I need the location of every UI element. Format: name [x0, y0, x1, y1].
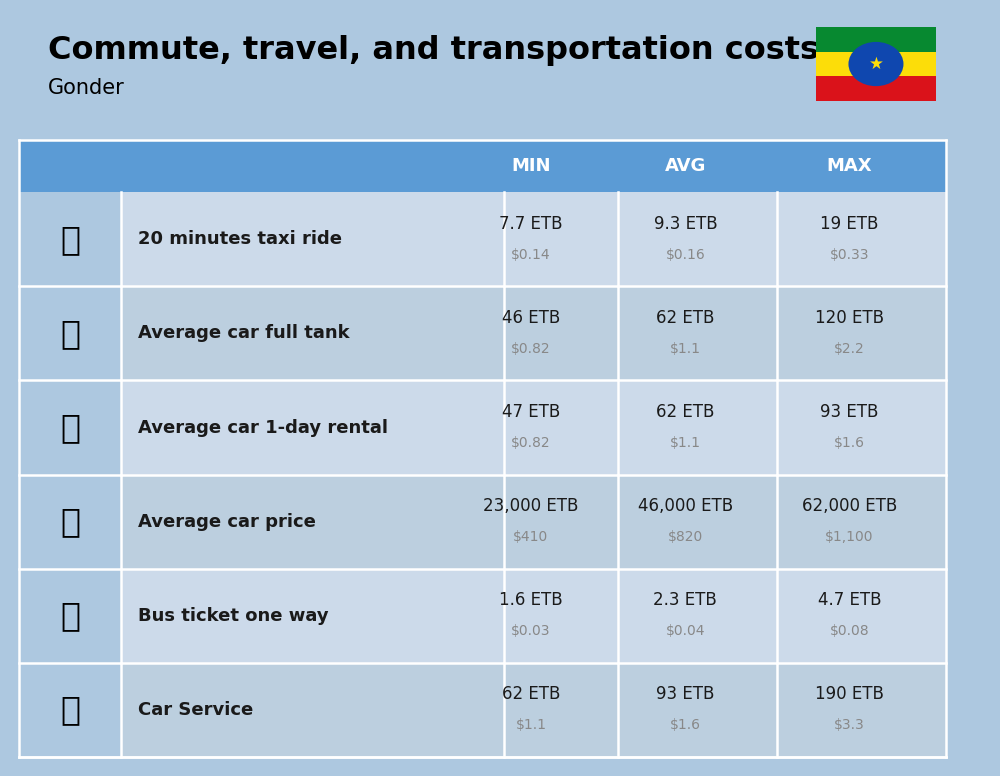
Text: 62 ETB: 62 ETB — [656, 309, 715, 327]
FancyBboxPatch shape — [19, 569, 121, 663]
FancyBboxPatch shape — [19, 663, 121, 757]
Text: MIN: MIN — [511, 157, 551, 175]
Text: Average car full tank: Average car full tank — [138, 324, 350, 342]
Text: $2.2: $2.2 — [834, 342, 865, 356]
FancyBboxPatch shape — [816, 76, 936, 101]
Text: $0.08: $0.08 — [830, 624, 869, 638]
Text: 4.7 ETB: 4.7 ETB — [818, 591, 881, 609]
Text: Bus ticket one way: Bus ticket one way — [138, 607, 329, 625]
Text: $410: $410 — [513, 530, 549, 544]
FancyBboxPatch shape — [19, 192, 121, 286]
Text: 9.3 ETB: 9.3 ETB — [654, 215, 717, 233]
Text: 62 ETB: 62 ETB — [656, 403, 715, 421]
Circle shape — [848, 42, 903, 86]
Text: ★: ★ — [869, 55, 883, 73]
Text: $820: $820 — [668, 530, 703, 544]
Text: Car Service: Car Service — [138, 701, 253, 719]
Text: 47 ETB: 47 ETB — [502, 403, 560, 421]
Text: 46 ETB: 46 ETB — [502, 309, 560, 327]
FancyBboxPatch shape — [816, 52, 936, 76]
Text: 7.7 ETB: 7.7 ETB — [499, 215, 563, 233]
Text: 🚗: 🚗 — [60, 505, 80, 538]
Text: 93 ETB: 93 ETB — [820, 403, 879, 421]
Text: 🚌: 🚌 — [60, 599, 80, 632]
Text: Commute, travel, and transportation costs: Commute, travel, and transportation cost… — [48, 35, 819, 66]
Text: AVG: AVG — [665, 157, 706, 175]
Text: $1.1: $1.1 — [670, 436, 701, 450]
Text: 190 ETB: 190 ETB — [815, 685, 884, 703]
Text: $0.16: $0.16 — [665, 248, 705, 262]
FancyBboxPatch shape — [121, 380, 946, 474]
Text: Gonder: Gonder — [48, 78, 125, 98]
Text: $0.03: $0.03 — [511, 624, 551, 638]
Text: $1,100: $1,100 — [825, 530, 874, 544]
Text: $1.1: $1.1 — [670, 342, 701, 356]
Text: 20 minutes taxi ride: 20 minutes taxi ride — [138, 230, 342, 248]
FancyBboxPatch shape — [816, 27, 936, 52]
FancyBboxPatch shape — [121, 474, 946, 569]
FancyBboxPatch shape — [121, 192, 946, 286]
Text: 🚕: 🚕 — [60, 223, 80, 256]
Text: Average car price: Average car price — [138, 512, 316, 531]
Text: $0.33: $0.33 — [830, 248, 869, 262]
Text: MAX: MAX — [827, 157, 872, 175]
Text: 46,000 ETB: 46,000 ETB — [638, 497, 733, 515]
FancyBboxPatch shape — [19, 140, 946, 192]
Text: $0.14: $0.14 — [511, 248, 551, 262]
Text: 62,000 ETB: 62,000 ETB — [802, 497, 897, 515]
FancyBboxPatch shape — [121, 663, 946, 757]
FancyBboxPatch shape — [121, 569, 946, 663]
FancyBboxPatch shape — [19, 286, 121, 380]
Text: 2.3 ETB: 2.3 ETB — [653, 591, 717, 609]
Text: 120 ETB: 120 ETB — [815, 309, 884, 327]
Text: $3.3: $3.3 — [834, 718, 865, 732]
Text: 23,000 ETB: 23,000 ETB — [483, 497, 579, 515]
Text: 93 ETB: 93 ETB — [656, 685, 715, 703]
Text: $1.1: $1.1 — [515, 718, 546, 732]
FancyBboxPatch shape — [19, 474, 121, 569]
Text: 1.6 ETB: 1.6 ETB — [499, 591, 563, 609]
Text: $1.6: $1.6 — [834, 436, 865, 450]
FancyBboxPatch shape — [121, 286, 946, 380]
Text: 🚙: 🚙 — [60, 411, 80, 444]
Text: 🚗: 🚗 — [60, 693, 80, 726]
FancyBboxPatch shape — [19, 380, 121, 474]
Text: $1.6: $1.6 — [670, 718, 701, 732]
Text: 62 ETB: 62 ETB — [502, 685, 560, 703]
Text: $0.82: $0.82 — [511, 436, 551, 450]
Text: Average car 1-day rental: Average car 1-day rental — [138, 418, 388, 437]
Text: 19 ETB: 19 ETB — [820, 215, 879, 233]
Text: $0.82: $0.82 — [511, 342, 551, 356]
Text: $0.04: $0.04 — [666, 624, 705, 638]
Text: ⛽: ⛽ — [60, 317, 80, 350]
